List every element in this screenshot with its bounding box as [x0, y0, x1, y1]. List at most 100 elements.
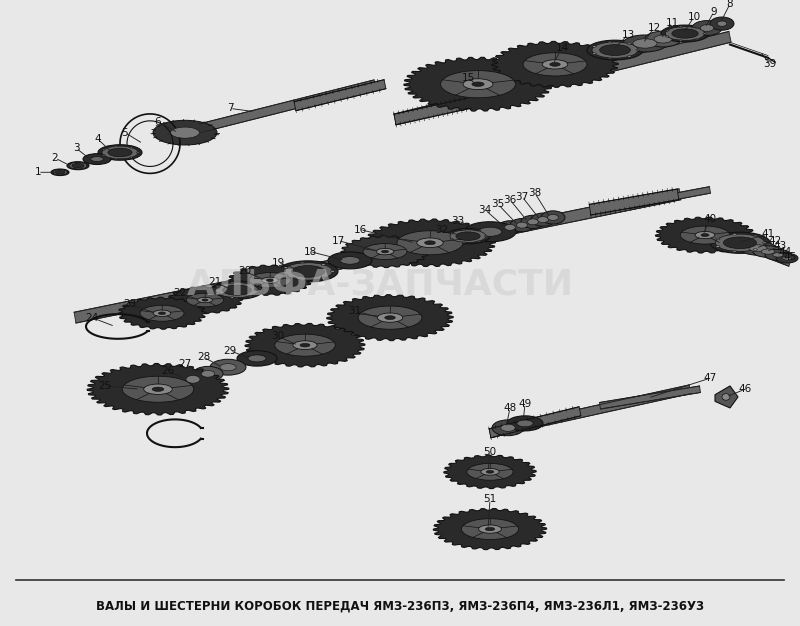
Ellipse shape	[291, 265, 325, 277]
Text: 8: 8	[726, 0, 734, 9]
Ellipse shape	[363, 244, 407, 260]
Polygon shape	[490, 385, 690, 438]
Ellipse shape	[358, 306, 422, 329]
Ellipse shape	[523, 53, 587, 76]
Text: 47: 47	[703, 373, 717, 383]
Ellipse shape	[130, 157, 133, 158]
Text: 21: 21	[208, 277, 222, 287]
Polygon shape	[74, 189, 681, 323]
Text: 51: 51	[483, 495, 497, 505]
Text: 22: 22	[174, 289, 186, 299]
Text: 7: 7	[226, 103, 234, 113]
Polygon shape	[199, 80, 376, 133]
Ellipse shape	[478, 240, 481, 242]
Polygon shape	[709, 228, 791, 266]
Ellipse shape	[122, 376, 194, 403]
Text: 29: 29	[223, 346, 237, 356]
Ellipse shape	[249, 295, 252, 297]
Ellipse shape	[102, 146, 138, 159]
Ellipse shape	[179, 372, 207, 387]
Text: АЛЬФА-ЗАПЧАСТИ: АЛЬФА-ЗАПЧАСТИ	[186, 267, 574, 302]
Polygon shape	[341, 235, 429, 267]
Ellipse shape	[114, 158, 118, 159]
Polygon shape	[404, 57, 552, 111]
Ellipse shape	[450, 239, 454, 240]
Text: 24: 24	[86, 312, 98, 322]
Ellipse shape	[114, 146, 118, 147]
Ellipse shape	[733, 250, 737, 252]
Ellipse shape	[517, 222, 527, 228]
Ellipse shape	[723, 237, 757, 249]
Ellipse shape	[456, 232, 480, 240]
Ellipse shape	[654, 35, 672, 43]
Polygon shape	[492, 41, 618, 88]
Polygon shape	[394, 31, 731, 125]
Text: 37: 37	[515, 192, 529, 202]
Text: 19: 19	[271, 257, 285, 267]
Text: 35: 35	[491, 199, 505, 209]
Ellipse shape	[249, 272, 291, 288]
Text: 11: 11	[666, 18, 678, 28]
Ellipse shape	[328, 252, 372, 269]
Text: 2: 2	[52, 153, 58, 163]
Ellipse shape	[679, 39, 682, 41]
Ellipse shape	[397, 231, 463, 255]
Ellipse shape	[710, 232, 770, 254]
Ellipse shape	[462, 229, 466, 230]
Ellipse shape	[301, 279, 305, 280]
Ellipse shape	[782, 256, 791, 260]
Ellipse shape	[202, 371, 214, 377]
Text: 14: 14	[555, 43, 569, 53]
Ellipse shape	[481, 468, 499, 475]
Polygon shape	[365, 219, 495, 267]
Ellipse shape	[283, 263, 333, 280]
Text: 30: 30	[271, 331, 285, 341]
Ellipse shape	[378, 313, 402, 322]
Ellipse shape	[547, 215, 558, 220]
Polygon shape	[294, 80, 386, 111]
Ellipse shape	[462, 519, 518, 540]
Ellipse shape	[69, 162, 87, 169]
Text: 49: 49	[518, 399, 532, 409]
Text: 28: 28	[198, 352, 210, 362]
Text: 48: 48	[503, 403, 517, 413]
Ellipse shape	[340, 257, 360, 264]
Ellipse shape	[220, 364, 236, 371]
Ellipse shape	[322, 264, 326, 265]
Ellipse shape	[541, 211, 565, 224]
Ellipse shape	[733, 233, 737, 235]
Text: 46: 46	[738, 384, 752, 394]
Ellipse shape	[661, 25, 709, 42]
Text: 16: 16	[354, 225, 366, 235]
Polygon shape	[394, 98, 471, 125]
Ellipse shape	[417, 238, 443, 247]
Ellipse shape	[98, 145, 142, 160]
Ellipse shape	[716, 246, 720, 247]
Ellipse shape	[608, 57, 612, 59]
Text: 3: 3	[73, 143, 79, 153]
Text: 41: 41	[762, 229, 774, 239]
Ellipse shape	[237, 351, 277, 366]
Ellipse shape	[773, 253, 783, 257]
Ellipse shape	[293, 341, 317, 349]
Ellipse shape	[262, 277, 278, 283]
Ellipse shape	[467, 463, 513, 480]
Ellipse shape	[257, 289, 260, 290]
Text: 50: 50	[483, 447, 497, 457]
Ellipse shape	[230, 297, 234, 298]
Ellipse shape	[202, 299, 208, 301]
Text: 15: 15	[462, 73, 474, 83]
Ellipse shape	[463, 79, 493, 90]
Ellipse shape	[592, 42, 638, 58]
Ellipse shape	[67, 162, 89, 170]
Ellipse shape	[266, 279, 274, 282]
Ellipse shape	[710, 17, 734, 30]
Ellipse shape	[376, 249, 394, 255]
Ellipse shape	[517, 420, 533, 427]
Ellipse shape	[55, 170, 65, 174]
Text: 40: 40	[703, 213, 717, 223]
Ellipse shape	[462, 242, 466, 243]
Ellipse shape	[108, 148, 132, 156]
Ellipse shape	[498, 221, 522, 234]
Text: 6: 6	[154, 116, 162, 126]
